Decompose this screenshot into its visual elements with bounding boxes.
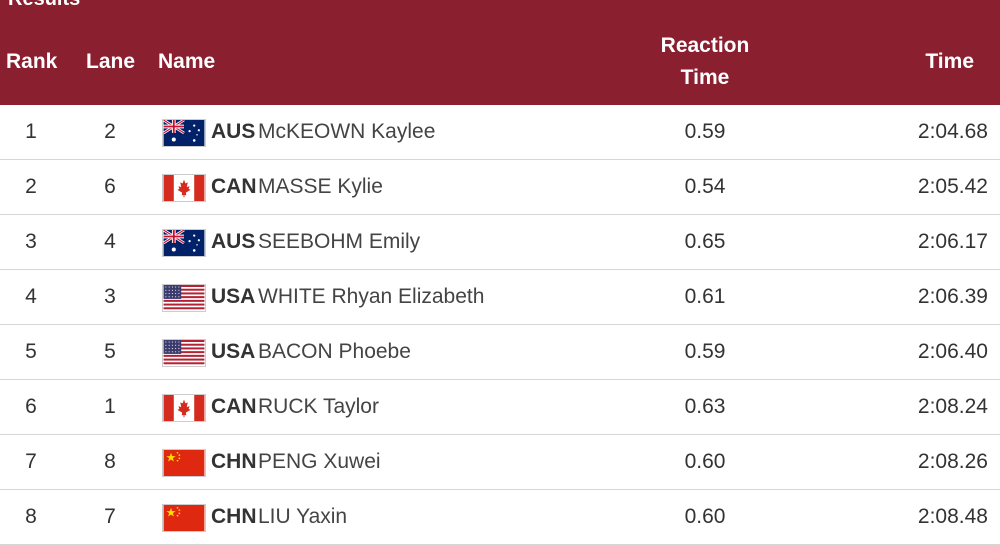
lane-cell: 4 [104,230,116,253]
results-table-body: 1 2 AUS McKEOWN Kaylee 0.59 2:04.68 2 6 … [0,105,1000,545]
athlete-name: RUCK Taylor [258,395,379,418]
column-header-lane: Lane [86,50,136,73]
time-cell: 2:08.24 [917,395,988,418]
china-flag-icon [162,449,206,477]
time-cell: 2:06.39 [917,285,988,308]
lane-cell: 1 [104,395,116,418]
lane-cell: 5 [104,340,116,363]
time-cell: 2:05.42 [917,175,988,198]
time-cell: 2:08.26 [917,450,988,473]
athlete-name: PENG Xuwei [258,450,381,473]
lane-cell: 8 [104,450,116,473]
column-header-rank: Rank [6,50,58,73]
column-header-name: Name [158,50,216,73]
reaction-time-cell: 0.54 [684,175,726,198]
table-row-6: 6 1 CAN RUCK Taylor 0.63 2:08.24 [0,380,1000,435]
athlete-name: BACON Phoebe [258,340,411,363]
reaction-time-cell: 0.63 [684,395,726,418]
table-row-7: 7 8 CHN PENG Xuwei 0.60 2:08.26 [0,435,1000,490]
country-code: CAN [211,395,257,418]
country-code: CAN [211,175,257,198]
reaction-time-cell: 0.61 [684,285,726,308]
results-table-header: Results Rank Lane Name Reaction Time Tim… [0,0,1000,105]
rank-cell: 3 [25,230,37,253]
country-code: CHN [211,450,257,473]
china-flag-icon [162,504,206,532]
canada-flag-icon [162,174,206,202]
usa-flag-icon [162,284,206,312]
rank-cell: 8 [25,505,37,528]
canada-flag-icon [162,394,206,422]
athlete-name: WHITE Rhyan Elizabeth [258,285,485,308]
usa-flag-icon [162,339,206,367]
lane-cell: 7 [104,505,116,528]
reaction-time-cell: 0.59 [684,340,726,363]
time-cell: 2:08.48 [917,505,988,528]
country-code: AUS [211,120,256,143]
reaction-time-cell: 0.60 [684,505,726,528]
rank-cell: 5 [25,340,37,363]
country-code: CHN [211,505,257,528]
time-cell: 2:04.68 [917,120,988,143]
lane-cell: 2 [104,120,116,143]
column-header-reaction-line2: Time [680,66,730,89]
table-row-2: 2 6 CAN MASSE Kylie 0.54 2:05.42 [0,160,1000,215]
time-cell: 2:06.17 [917,230,988,253]
athlete-name: MASSE Kylie [258,175,383,198]
reaction-time-cell: 0.59 [684,120,726,143]
table-row-8: 8 7 CHN LIU Yaxin 0.60 2:08.48 [0,490,1000,545]
table-row-4: 4 3 USA WHITE Rhyan Elizabeth 0.61 2:06.… [0,270,1000,325]
table-row-5: 5 5 USA BACON Phoebe 0.59 2:06.40 [0,325,1000,380]
rank-cell: 6 [25,395,37,418]
athlete-name: SEEBOHM Emily [258,230,421,253]
lane-cell: 3 [104,285,116,308]
reaction-time-cell: 0.60 [684,450,726,473]
country-code: AUS [211,230,256,253]
rank-cell: 4 [25,285,37,308]
column-header-reaction-time: Reaction Time [640,30,770,94]
column-header-time: Time [925,50,974,73]
australia-flag-icon [162,229,206,257]
athlete-name: McKEOWN Kaylee [258,120,436,143]
section-title: Results [8,0,80,11]
rank-cell: 1 [25,120,37,143]
australia-flag-icon [162,119,206,147]
rank-cell: 7 [25,450,37,473]
reaction-time-cell: 0.65 [684,230,726,253]
column-header-reaction-line1: Reaction [660,34,750,57]
time-cell: 2:06.40 [917,340,988,363]
country-code: USA [211,285,256,308]
athlete-name: LIU Yaxin [258,505,348,528]
table-row-3: 3 4 AUS SEEBOHM Emily 0.65 2:06.17 [0,215,1000,270]
table-row-1: 1 2 AUS McKEOWN Kaylee 0.59 2:04.68 [0,105,1000,160]
country-code: USA [211,340,256,363]
rank-cell: 2 [25,175,37,198]
lane-cell: 6 [104,175,116,198]
